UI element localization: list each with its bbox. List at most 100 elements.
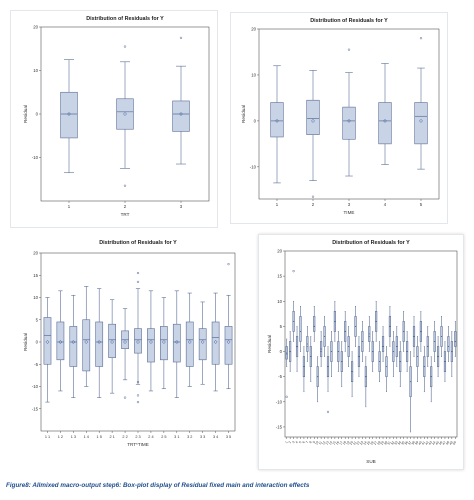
box-2: [289, 331, 292, 372]
box-17: [340, 341, 343, 388]
y-axis-label: Residual: [23, 105, 28, 123]
mean-marker: [389, 325, 391, 328]
mean-marker: [447, 345, 450, 348]
box-iqr: [198, 328, 207, 361]
box-iqr: [211, 321, 220, 365]
x-tick-label: 1 2: [58, 435, 63, 439]
mean-marker: [299, 330, 302, 333]
box-44: [433, 321, 436, 362]
box-1: [270, 65, 284, 184]
mean-marker: [371, 350, 374, 353]
x-tick-label: 1 3: [71, 435, 76, 439]
mean-marker: [341, 360, 343, 363]
box-2-5: [160, 297, 168, 390]
mean-marker: [292, 320, 295, 323]
x-tick-label: 39: [414, 440, 419, 445]
y-tick-label: 0: [280, 349, 283, 354]
y-tick-label: 20: [33, 251, 38, 256]
mean-marker: [84, 340, 89, 344]
outlier-point: [227, 262, 230, 266]
x-tick-label: 29: [380, 440, 385, 445]
box-3-2: [185, 292, 194, 387]
y-tick-label: 0: [36, 340, 39, 345]
chart-panel-trt-time: Distribution of Residuals for Y -15 -10 -5 0…: [10, 234, 242, 460]
mean-marker: [361, 340, 364, 343]
box-iqr: [82, 319, 91, 372]
x-tick-label: 2 4: [148, 435, 153, 439]
x-tick-label: 23: [359, 440, 364, 445]
mean-marker: [310, 355, 312, 358]
mean-marker: [275, 118, 279, 123]
mean-marker: [392, 350, 395, 353]
x-tick-label: 3 2: [187, 435, 192, 439]
x-tick-label: 12: [321, 440, 326, 445]
box-iqr: [299, 316, 302, 342]
x-tick-label: 21: [352, 440, 357, 445]
box-iqr: [172, 100, 190, 132]
box-iqr: [95, 321, 104, 367]
outlier-point: [136, 380, 140, 384]
x-tick-label: 16: [335, 440, 340, 445]
box-iqr: [160, 326, 168, 361]
mean-marker: [347, 345, 350, 348]
y-tick-label: 10: [277, 299, 282, 304]
mean-marker: [67, 112, 71, 116]
box-iqr: [60, 91, 78, 139]
box-1-2: [56, 290, 65, 392]
mean-marker: [406, 350, 408, 353]
x-tick-label: 1: [276, 202, 279, 207]
x-axis-label: TIME: [344, 210, 355, 215]
x-tick-label: 5: [298, 440, 302, 444]
outlier-point: [285, 395, 288, 398]
mean-marker: [440, 335, 443, 338]
mean-marker: [413, 335, 415, 338]
x-tick-label: 37: [407, 440, 412, 445]
x-tick-label: 43: [428, 440, 433, 445]
chart-panel-time: Distribution of Residuals for Y -10 0 10 20 R…: [230, 12, 448, 224]
y-tick-label: 10: [251, 72, 256, 77]
box-15: [333, 300, 336, 342]
box-26: [371, 331, 374, 372]
box-21: [354, 305, 357, 347]
mean-marker: [313, 325, 315, 328]
x-tick-label: 2: [312, 202, 315, 207]
y-tick-label: -10: [32, 384, 39, 389]
x-tick-label: 9: [312, 440, 316, 444]
box-iqr: [381, 336, 385, 352]
box-48: [447, 326, 450, 362]
box-iqr: [342, 106, 356, 140]
y-tick-label: 5: [280, 324, 283, 329]
y-tick-label: 15: [277, 274, 282, 279]
box-iqr: [69, 326, 78, 367]
boxplot-sub: Distribution of Residuals for Y -15 -10 -5 0…: [267, 240, 458, 464]
box-19: [347, 326, 350, 367]
box-iqr: [313, 316, 316, 332]
x-tick-label: 14: [328, 440, 333, 445]
x-tick-label: 3 1: [174, 435, 179, 439]
outlier-point: [326, 410, 330, 414]
boxplot-time: Distribution of Residuals for Y -10 0 10 20 R…: [241, 18, 440, 215]
box-20: [351, 351, 354, 398]
mean-marker: [409, 380, 412, 383]
box-3-5: [224, 262, 233, 390]
mean-marker: [110, 340, 115, 344]
mean-marker: [200, 340, 205, 344]
box-iqr: [108, 323, 116, 358]
mean-marker: [296, 345, 298, 348]
box-25: [368, 316, 371, 352]
x-tick-label: 2 1: [109, 435, 114, 439]
box-11: [320, 331, 323, 367]
x-tick-label: 41: [421, 440, 426, 445]
outlier-point: [136, 280, 140, 284]
mean-marker: [427, 345, 429, 348]
box-1-3: [69, 294, 78, 398]
chart-panel-sub: Distribution of Residuals for Y -15 -10 -5 0…: [258, 234, 464, 470]
box-iqr: [414, 102, 428, 145]
mean-marker: [161, 340, 166, 344]
x-tick-label: 3: [291, 440, 295, 444]
x-tick-label: 38: [411, 440, 416, 445]
x-tick-label: 42: [424, 440, 429, 445]
mean-marker: [213, 340, 218, 344]
box-2: [306, 70, 320, 198]
box-37: [409, 351, 412, 433]
